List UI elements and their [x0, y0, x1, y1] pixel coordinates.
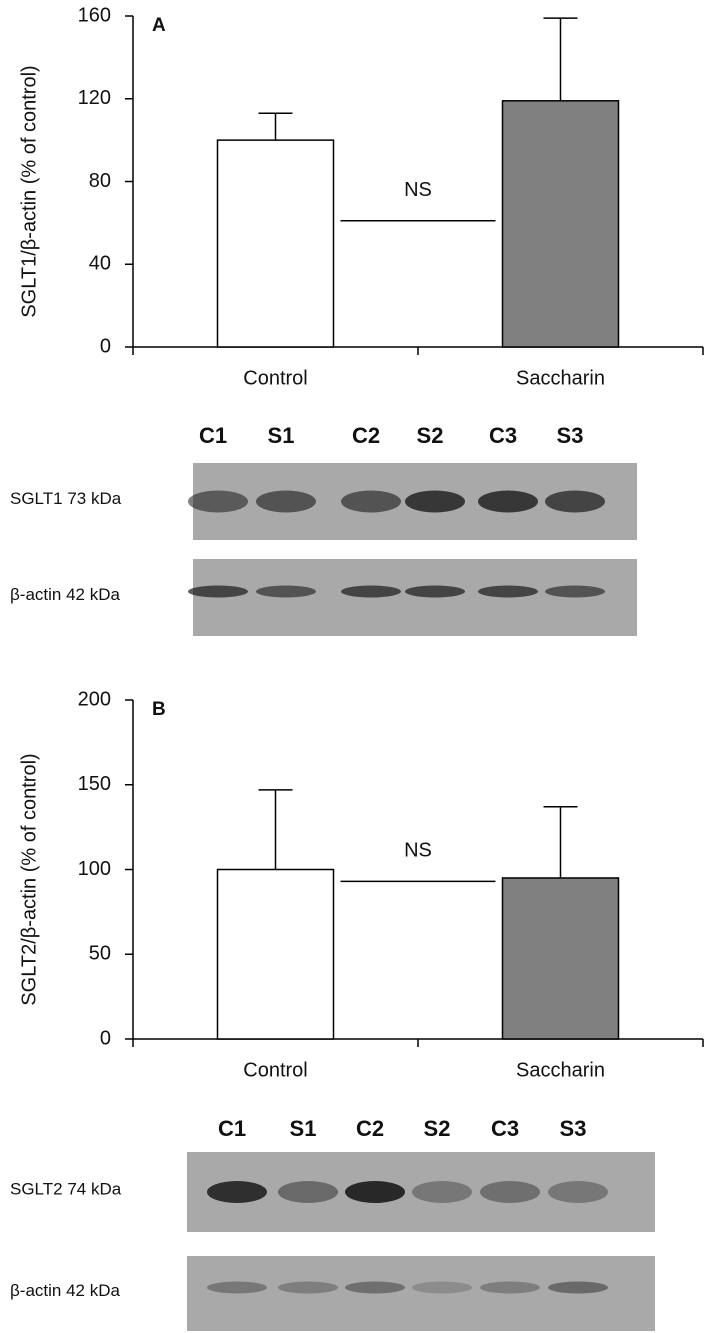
y-axis-label: SGLT1/β-actin (% of control) — [18, 65, 40, 317]
blot-band — [478, 490, 538, 513]
blot-band — [545, 490, 605, 513]
lane-label: S2 — [424, 1116, 451, 1141]
lane-label: C2 — [352, 423, 380, 448]
blot-row-label: SGLT2 74 kDa — [10, 1179, 122, 1198]
blot-band — [256, 490, 316, 513]
blot-band — [545, 585, 605, 598]
x-tick-label: Control — [243, 367, 307, 389]
blot-band — [341, 585, 401, 598]
blot-band — [188, 585, 248, 598]
significance-label: NS — [404, 179, 432, 201]
lane-label: S1 — [268, 423, 295, 448]
blot-row-label: β-actin 42 kDa — [10, 1281, 120, 1300]
x-tick-label: Saccharin — [516, 1059, 605, 1081]
y-tick-label: 0 — [100, 1027, 111, 1049]
lane-label: S2 — [417, 423, 444, 448]
lane-label: S1 — [290, 1116, 317, 1141]
y-tick-label: 120 — [78, 87, 111, 109]
y-tick-label: 80 — [89, 170, 111, 192]
blot-band — [405, 585, 465, 598]
blot-band — [278, 1281, 338, 1294]
bar — [501, 877, 620, 1040]
panel-label: A — [152, 15, 166, 36]
lane-label: C1 — [199, 423, 227, 448]
panel-label: B — [152, 699, 166, 720]
x-tick-label: Saccharin — [516, 367, 605, 389]
y-tick-label: 200 — [78, 688, 111, 710]
blot-band — [278, 1181, 338, 1203]
significance-label: NS — [404, 840, 432, 862]
blot-band — [405, 490, 465, 513]
lane-label: S3 — [560, 1116, 587, 1141]
blot-band — [345, 1281, 405, 1294]
lane-label: C3 — [489, 423, 517, 448]
blot-membrane — [187, 1256, 655, 1331]
lane-label: C2 — [356, 1116, 384, 1141]
blot-band — [480, 1181, 540, 1203]
blot-band — [207, 1281, 267, 1294]
blot-band — [412, 1281, 472, 1294]
blot-band — [256, 585, 316, 598]
y-axis-label: SGLT2/β-actin (% of control) — [18, 753, 40, 1005]
blot-band — [341, 490, 401, 513]
blot-band — [548, 1181, 608, 1203]
blot-row-label: SGLT1 73 kDa — [10, 489, 122, 508]
x-tick-label: Control — [243, 1059, 307, 1081]
blot-band — [207, 1181, 267, 1203]
blot-membrane — [193, 559, 637, 636]
y-tick-label: 0 — [100, 335, 111, 357]
blot-band — [412, 1181, 472, 1203]
blot-band — [548, 1281, 608, 1294]
blot-row-label: β-actin 42 kDa — [10, 585, 120, 604]
blot-band — [480, 1281, 540, 1294]
lane-label: S3 — [557, 423, 584, 448]
y-tick-label: 150 — [78, 773, 111, 795]
y-tick-label: 40 — [89, 253, 111, 275]
lane-label: C1 — [218, 1116, 246, 1141]
bar — [501, 100, 620, 348]
bar — [216, 139, 335, 348]
bar — [216, 868, 335, 1040]
lane-label: C3 — [491, 1116, 519, 1141]
y-tick-label: 100 — [78, 858, 111, 880]
blot-band — [478, 585, 538, 598]
blot-band — [188, 490, 248, 513]
y-tick-label: 50 — [89, 943, 111, 965]
blot-band — [345, 1181, 405, 1203]
y-tick-label: 160 — [78, 4, 111, 26]
